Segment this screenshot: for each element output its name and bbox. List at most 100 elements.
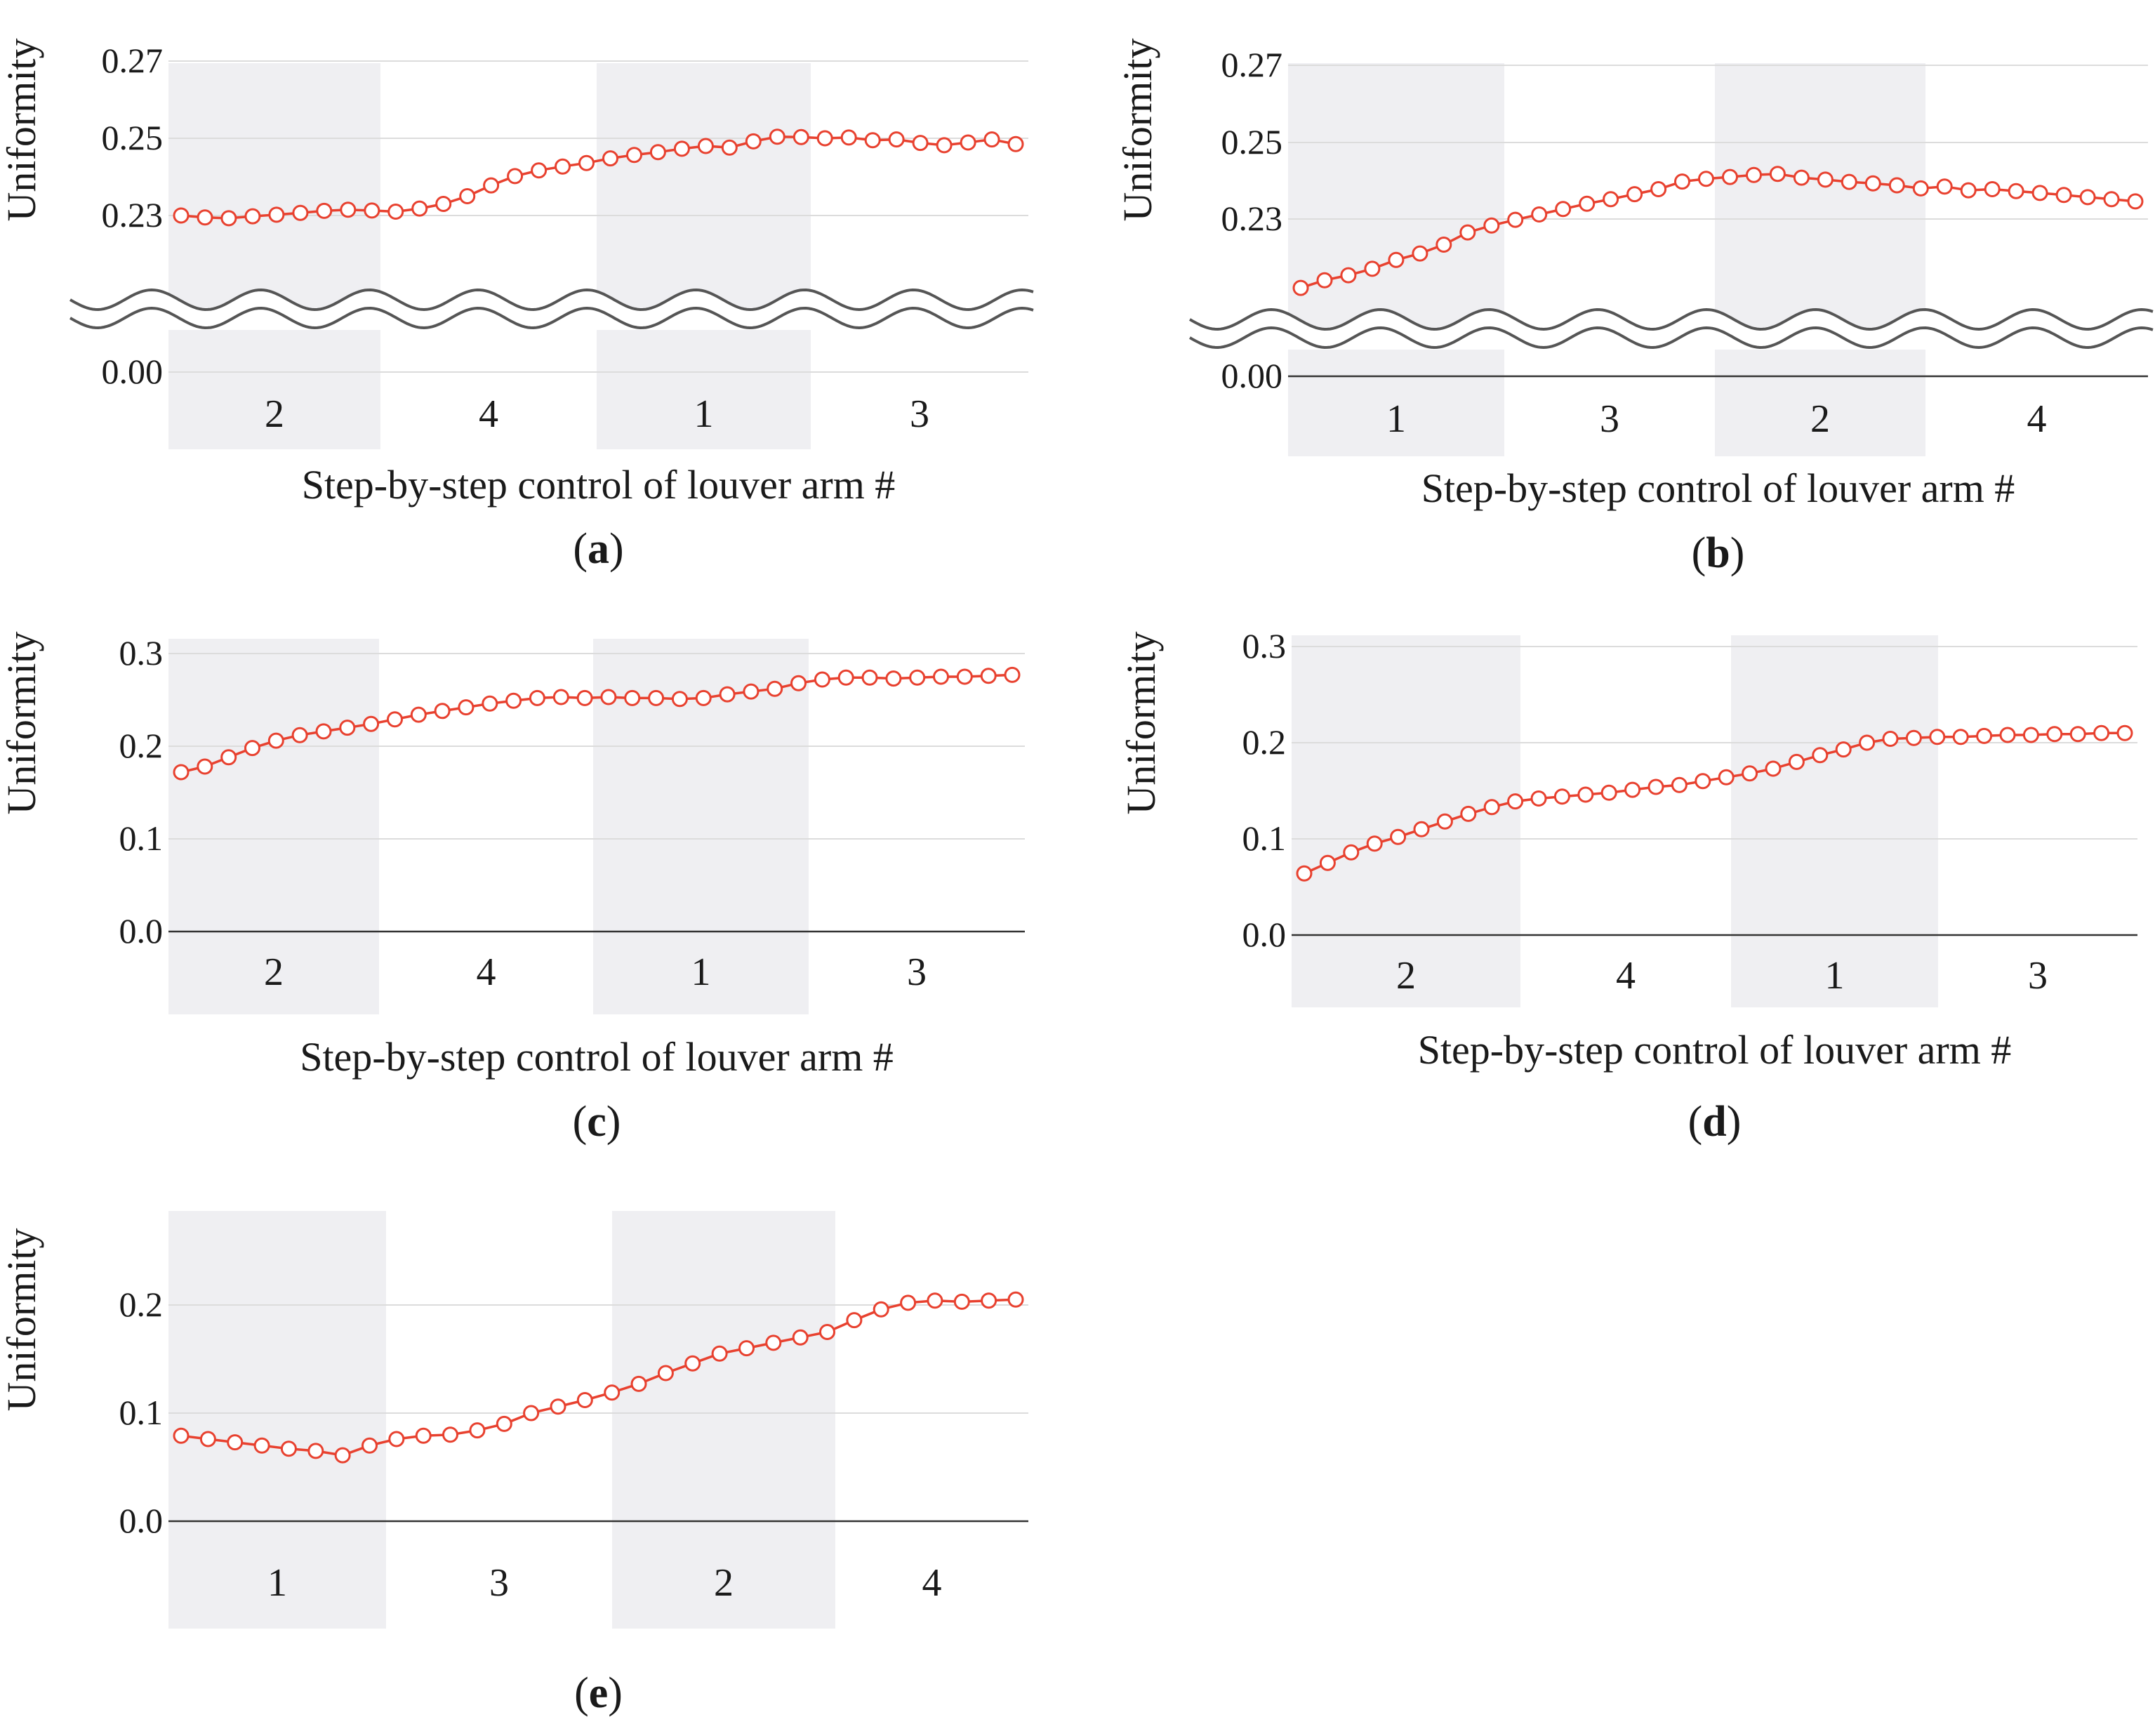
data-point xyxy=(1817,171,1834,188)
data-point xyxy=(523,1405,540,1422)
caption-letter: a xyxy=(588,525,609,573)
data-point xyxy=(792,1329,809,1346)
data-point xyxy=(244,740,260,757)
data-point xyxy=(2046,726,2063,743)
data-point xyxy=(496,1415,512,1432)
data-point xyxy=(1340,267,1357,284)
data-point xyxy=(648,689,665,706)
axis-break-line xyxy=(69,306,1034,330)
data-point xyxy=(1364,260,1381,277)
data-point xyxy=(1413,821,1430,837)
data-point xyxy=(1577,786,1594,803)
panel-caption: (b) xyxy=(1692,529,1745,577)
data-point xyxy=(339,720,356,736)
data-point xyxy=(340,201,357,218)
data-point xyxy=(1698,171,1714,187)
data-point xyxy=(1459,224,1476,241)
data-point xyxy=(415,1427,432,1444)
data-point xyxy=(2116,724,2133,741)
data-point xyxy=(435,196,452,212)
x-category-label: 3 xyxy=(910,392,929,436)
panel-caption: (c) xyxy=(573,1098,621,1146)
x-category-label: 3 xyxy=(2028,954,2048,998)
data-point xyxy=(307,1443,324,1459)
y-tick-label: 0.23 xyxy=(102,195,164,234)
data-point xyxy=(334,1447,351,1464)
data-point xyxy=(364,202,380,219)
data-point xyxy=(1292,279,1309,296)
data-point xyxy=(721,139,738,156)
chart-panel-c: 0.0 0.1 0.2 0.3 2 4 1 3 Uniformity Step-by-step c… xyxy=(0,632,1025,1146)
chart-panel-a: 0.00 0.23 0.25 0.27 2 4 1 3 Uniformity Step-by-st… xyxy=(0,39,1035,573)
data-point xyxy=(1674,173,1690,190)
data-point xyxy=(1366,835,1383,852)
y-tick-label: 0.1 xyxy=(1242,819,1287,858)
x-category-label: 4 xyxy=(477,950,496,994)
y-axis-label: Uniformity xyxy=(0,632,44,815)
data-point xyxy=(387,711,403,728)
data-point xyxy=(253,1437,270,1454)
caption-paren: ) xyxy=(608,1669,623,1717)
data-point xyxy=(1507,793,1524,810)
data-point xyxy=(411,200,428,217)
x-axis-label: Step-by-step control of louver arm # xyxy=(1421,465,2015,511)
data-point xyxy=(1859,734,1876,751)
data-point xyxy=(769,128,785,145)
data-point xyxy=(2127,193,2144,210)
x-axis-label: Step-by-step control of louver arm # xyxy=(302,462,896,508)
data-point xyxy=(1316,272,1333,289)
data-point xyxy=(483,177,500,194)
data-point xyxy=(840,129,857,146)
data-point xyxy=(837,669,854,686)
caption-letter: c xyxy=(587,1098,606,1146)
data-point xyxy=(2079,189,2096,206)
chart-panel-e: 0.0 0.1 0.2 1 3 2 4 Uniformity (e) xyxy=(0,1211,1028,1717)
data-point xyxy=(1343,844,1360,861)
panel-caption: (e) xyxy=(574,1669,623,1717)
data-point xyxy=(695,689,712,706)
data-point xyxy=(846,1312,863,1329)
data-point xyxy=(410,706,427,723)
data-point xyxy=(1530,790,1547,807)
data-point xyxy=(316,202,333,219)
y-tick-label: 0.2 xyxy=(119,726,164,765)
axis-break-line xyxy=(1189,307,2154,331)
caption-paren: ( xyxy=(574,1669,589,1717)
data-point xyxy=(1626,186,1643,203)
data-point xyxy=(1555,201,1572,218)
data-point xyxy=(197,758,213,775)
x-category-label: 4 xyxy=(922,1561,942,1605)
x-category-label: 1 xyxy=(1825,954,1845,998)
data-point xyxy=(953,1293,970,1310)
data-point xyxy=(790,675,807,691)
y-tick-label: 0.0 xyxy=(119,1501,164,1540)
caption-paren: ( xyxy=(573,1098,588,1146)
data-point xyxy=(1603,191,1619,208)
y-tick-label: 0.23 xyxy=(1221,199,1283,238)
data-point xyxy=(507,168,524,185)
data-point xyxy=(2055,187,2072,204)
panel-caption: (d) xyxy=(1688,1098,1742,1146)
y-tick-label: 0.27 xyxy=(1221,45,1283,84)
data-point xyxy=(1671,776,1687,793)
x-category-label: 1 xyxy=(691,950,711,994)
data-point xyxy=(671,691,688,708)
x-category-label: 4 xyxy=(1616,954,1636,998)
data-point xyxy=(1765,760,1782,777)
y-axis-label: Uniformity xyxy=(1118,632,1164,815)
data-point xyxy=(1531,206,1548,223)
data-point xyxy=(1976,727,1993,744)
data-point xyxy=(1004,666,1021,683)
data-point xyxy=(1999,727,2016,743)
data-point xyxy=(1722,168,1738,185)
data-point xyxy=(1435,237,1452,253)
data-point xyxy=(482,695,498,712)
data-point xyxy=(469,1422,486,1439)
axis-break-line xyxy=(69,288,1034,312)
data-point xyxy=(1296,865,1313,882)
data-point xyxy=(765,1334,782,1351)
x-category-label: 4 xyxy=(2027,397,2047,441)
data-point xyxy=(626,147,642,164)
data-point xyxy=(1319,854,1336,871)
